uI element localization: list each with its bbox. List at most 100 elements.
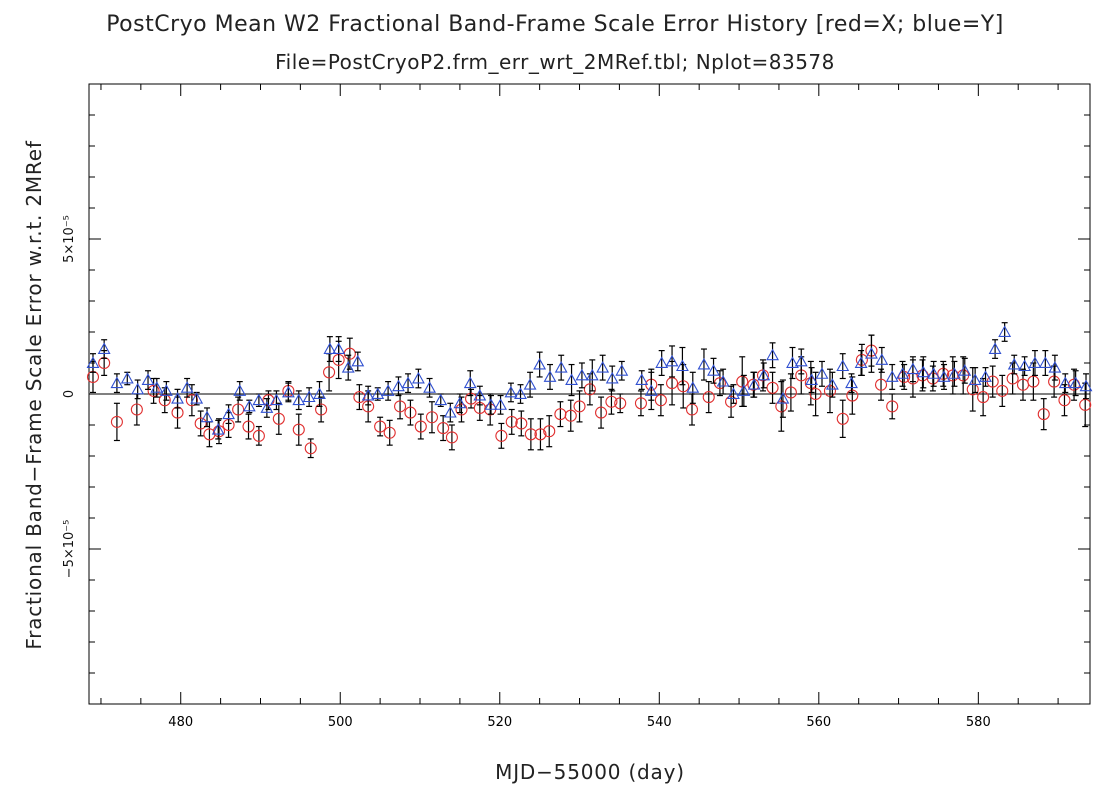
marker-circle [394,400,407,413]
marker-circle [323,366,336,379]
data-point [304,438,317,459]
marker-triangle [351,354,365,367]
marker-circle [455,403,468,416]
marker-triangle [292,393,306,406]
marker-circle [977,391,990,404]
marker-triangle [836,359,850,372]
marker-triangle [200,410,214,423]
data-point [776,379,790,418]
data-point [190,391,204,406]
data-point [775,381,788,432]
data-point [665,345,679,378]
marker-triangle [86,356,100,368]
data-point [465,388,478,409]
marker-triangle [906,362,920,375]
marker-circle [836,412,849,425]
data-point [585,359,599,392]
marker-circle [242,420,255,433]
marker-triangle [484,398,498,410]
marker-circle [583,383,596,396]
data-point [854,350,868,376]
data-point [874,368,888,401]
data-point [147,377,160,404]
data-point [685,393,699,426]
data-point [361,385,375,406]
marker-circle [1037,408,1050,421]
marker-triangle [411,371,425,384]
chart-subtitle: File=PostCryoP2.frm_err_wrt_2MRef.tbl; N… [275,50,835,74]
marker-triangle [675,359,689,372]
data-point [371,387,385,401]
marker-triangle [533,357,547,370]
marker-triangle [968,373,982,386]
marker-triangle [979,370,992,382]
marker-circle [756,369,770,382]
marker-circle [445,431,458,444]
marker-triangle [665,354,679,367]
marker-triangle [361,388,375,401]
data-point [374,416,387,437]
marker-triangle [281,385,295,398]
marker-circle [784,386,797,399]
marker-triangle [401,376,415,389]
marker-triangle [443,405,457,418]
data-point [242,413,255,440]
data-point [875,346,889,373]
x-tick-label: 520 [487,715,512,730]
data-point [353,384,366,411]
data-point [260,398,274,418]
marker-triangle [896,367,909,379]
marker-triangle [916,365,930,378]
data-point [313,381,326,407]
data-point [414,413,427,440]
data-point [554,401,567,428]
marker-triangle [260,401,274,413]
data-point [655,350,669,376]
marker-circle [524,428,537,441]
marker-circle [614,397,627,410]
data-point [725,385,738,418]
data-point [270,390,283,411]
data-point [437,415,450,442]
data-point [836,399,849,438]
marker-triangle [190,392,204,404]
marker-triangle [988,342,1002,355]
data-point [200,407,214,428]
data-point [554,354,568,381]
data-point [302,387,316,407]
marker-triangle [737,384,751,396]
data-point [233,381,247,401]
marker-triangle [927,367,941,379]
marker-circle [158,394,171,407]
marker-triangle [1038,356,1052,368]
marker-circle [534,428,547,441]
data-point [615,360,629,381]
data-point [896,360,909,387]
data-point [423,377,437,398]
data-point [614,393,627,414]
data-point [885,363,899,390]
marker-triangle [242,399,256,412]
data-point [495,422,508,449]
data-point [222,404,236,425]
data-point [1006,362,1019,395]
marker-circle [654,394,667,407]
marker-triangle [1048,361,1062,373]
marker-triangle [453,396,467,409]
marks-group [86,322,1093,459]
marker-triangle [1069,376,1083,389]
data-point [916,356,930,389]
marker-circle [374,420,387,433]
data-point [1018,356,1032,376]
marker-circle [702,391,715,404]
marker-triangle [947,367,961,379]
marker-circle [846,389,859,402]
data-point [573,390,586,423]
data-point [281,382,295,403]
data-point [786,346,799,380]
marker-circle [677,380,690,393]
data-point [595,396,608,429]
data-point [411,368,425,389]
data-point [505,408,518,435]
data-point [110,373,124,394]
